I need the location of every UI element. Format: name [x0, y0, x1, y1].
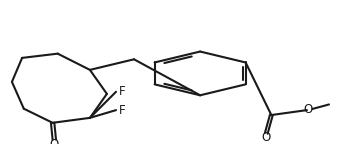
Text: F: F	[119, 104, 125, 117]
Text: F: F	[119, 85, 125, 98]
Text: O: O	[50, 138, 59, 144]
Text: O: O	[262, 131, 271, 144]
Text: O: O	[303, 103, 312, 116]
